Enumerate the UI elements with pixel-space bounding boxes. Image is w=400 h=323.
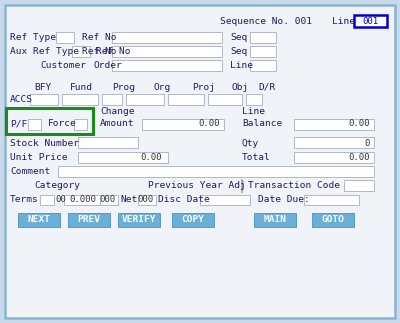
Text: VERIFY: VERIFY bbox=[122, 215, 156, 224]
Text: Terms: Terms bbox=[10, 195, 39, 204]
Text: Net: Net bbox=[120, 195, 137, 204]
Bar bbox=[78, 137, 138, 148]
Bar bbox=[58, 166, 374, 177]
Text: 00: 00 bbox=[55, 195, 66, 204]
Bar bbox=[30, 94, 58, 105]
Bar bbox=[200, 195, 250, 205]
Text: GOTO: GOTO bbox=[322, 215, 344, 224]
Text: Category: Category bbox=[34, 182, 80, 191]
Text: P/F: P/F bbox=[10, 120, 27, 129]
Text: Org: Org bbox=[153, 82, 170, 91]
Text: 0.00: 0.00 bbox=[198, 120, 220, 129]
Bar bbox=[138, 195, 156, 205]
Text: Seq: Seq bbox=[230, 47, 247, 57]
Text: Customer: Customer bbox=[40, 61, 86, 70]
Bar bbox=[250, 60, 276, 71]
Text: Order: Order bbox=[94, 61, 123, 70]
Bar bbox=[68, 213, 110, 227]
Bar bbox=[172, 213, 214, 227]
Bar bbox=[126, 94, 164, 105]
Bar bbox=[40, 195, 54, 205]
Bar bbox=[304, 195, 359, 205]
Bar bbox=[142, 119, 224, 130]
Text: Unit Price: Unit Price bbox=[10, 153, 68, 162]
Text: BFY: BFY bbox=[34, 82, 51, 91]
Text: Total: Total bbox=[242, 153, 271, 162]
Text: Ref No: Ref No bbox=[82, 47, 116, 57]
Text: Change: Change bbox=[100, 108, 134, 117]
Bar bbox=[118, 213, 160, 227]
Bar bbox=[294, 137, 374, 148]
Text: Ref No: Ref No bbox=[96, 47, 130, 57]
Text: 000: 000 bbox=[138, 195, 154, 204]
Text: D/R: D/R bbox=[258, 82, 275, 91]
Text: Date Due:: Date Due: bbox=[258, 195, 310, 204]
Text: Obj: Obj bbox=[232, 82, 249, 91]
Text: MAIN: MAIN bbox=[264, 215, 286, 224]
Text: 0.00: 0.00 bbox=[348, 153, 370, 162]
Text: Fund: Fund bbox=[70, 82, 93, 91]
Text: Qty: Qty bbox=[242, 139, 259, 148]
Text: Force: Force bbox=[48, 120, 77, 129]
Text: Amount: Amount bbox=[100, 120, 134, 129]
Bar bbox=[112, 60, 222, 71]
Text: Proj: Proj bbox=[192, 82, 215, 91]
Text: ACCS: ACCS bbox=[10, 96, 33, 105]
Text: Stock Number: Stock Number bbox=[10, 139, 79, 148]
Text: Line: Line bbox=[332, 17, 355, 26]
Text: Line: Line bbox=[230, 61, 253, 70]
Text: 0.00: 0.00 bbox=[140, 153, 162, 162]
Text: NEXT: NEXT bbox=[28, 215, 50, 224]
Text: COPY: COPY bbox=[182, 215, 204, 224]
Bar bbox=[168, 94, 204, 105]
Text: 001: 001 bbox=[362, 17, 378, 26]
Text: Prog: Prog bbox=[112, 82, 135, 91]
Bar bbox=[112, 32, 222, 43]
Bar bbox=[100, 195, 118, 205]
Text: Seq: Seq bbox=[230, 34, 247, 43]
Text: Comment: Comment bbox=[10, 168, 50, 176]
Bar bbox=[294, 152, 374, 163]
Text: Disc Date: Disc Date bbox=[158, 195, 210, 204]
Text: 0.00: 0.00 bbox=[348, 120, 370, 129]
Bar bbox=[250, 46, 276, 57]
Text: Line: Line bbox=[242, 108, 265, 117]
Text: Ref Type: Ref Type bbox=[10, 34, 56, 43]
Bar bbox=[56, 32, 74, 43]
Bar bbox=[74, 119, 87, 130]
Bar bbox=[241, 179, 242, 192]
Text: Aux Ref Type: Aux Ref Type bbox=[10, 47, 79, 57]
Bar bbox=[6, 108, 93, 134]
Text: 0.000: 0.000 bbox=[69, 195, 96, 204]
Bar bbox=[62, 94, 98, 105]
Text: Transaction Code: Transaction Code bbox=[248, 182, 340, 191]
Text: 000: 000 bbox=[100, 195, 116, 204]
Bar bbox=[72, 46, 90, 57]
Bar bbox=[250, 32, 276, 43]
Text: 0: 0 bbox=[365, 139, 370, 148]
Bar bbox=[312, 213, 354, 227]
Text: Ref No: Ref No bbox=[82, 34, 116, 43]
Bar bbox=[354, 15, 387, 27]
Bar bbox=[254, 213, 296, 227]
Bar bbox=[208, 94, 242, 105]
Text: PREV: PREV bbox=[78, 215, 100, 224]
Bar bbox=[64, 195, 100, 205]
Bar bbox=[102, 94, 122, 105]
Bar bbox=[28, 119, 41, 130]
Text: Balance: Balance bbox=[242, 120, 282, 129]
Bar bbox=[18, 213, 60, 227]
Bar bbox=[294, 119, 374, 130]
Text: Sequence No. 001: Sequence No. 001 bbox=[220, 17, 312, 26]
Bar bbox=[78, 152, 168, 163]
Bar bbox=[112, 46, 222, 57]
Text: Previous Year Adj: Previous Year Adj bbox=[148, 182, 246, 191]
Bar bbox=[246, 94, 262, 105]
Bar bbox=[344, 180, 374, 191]
